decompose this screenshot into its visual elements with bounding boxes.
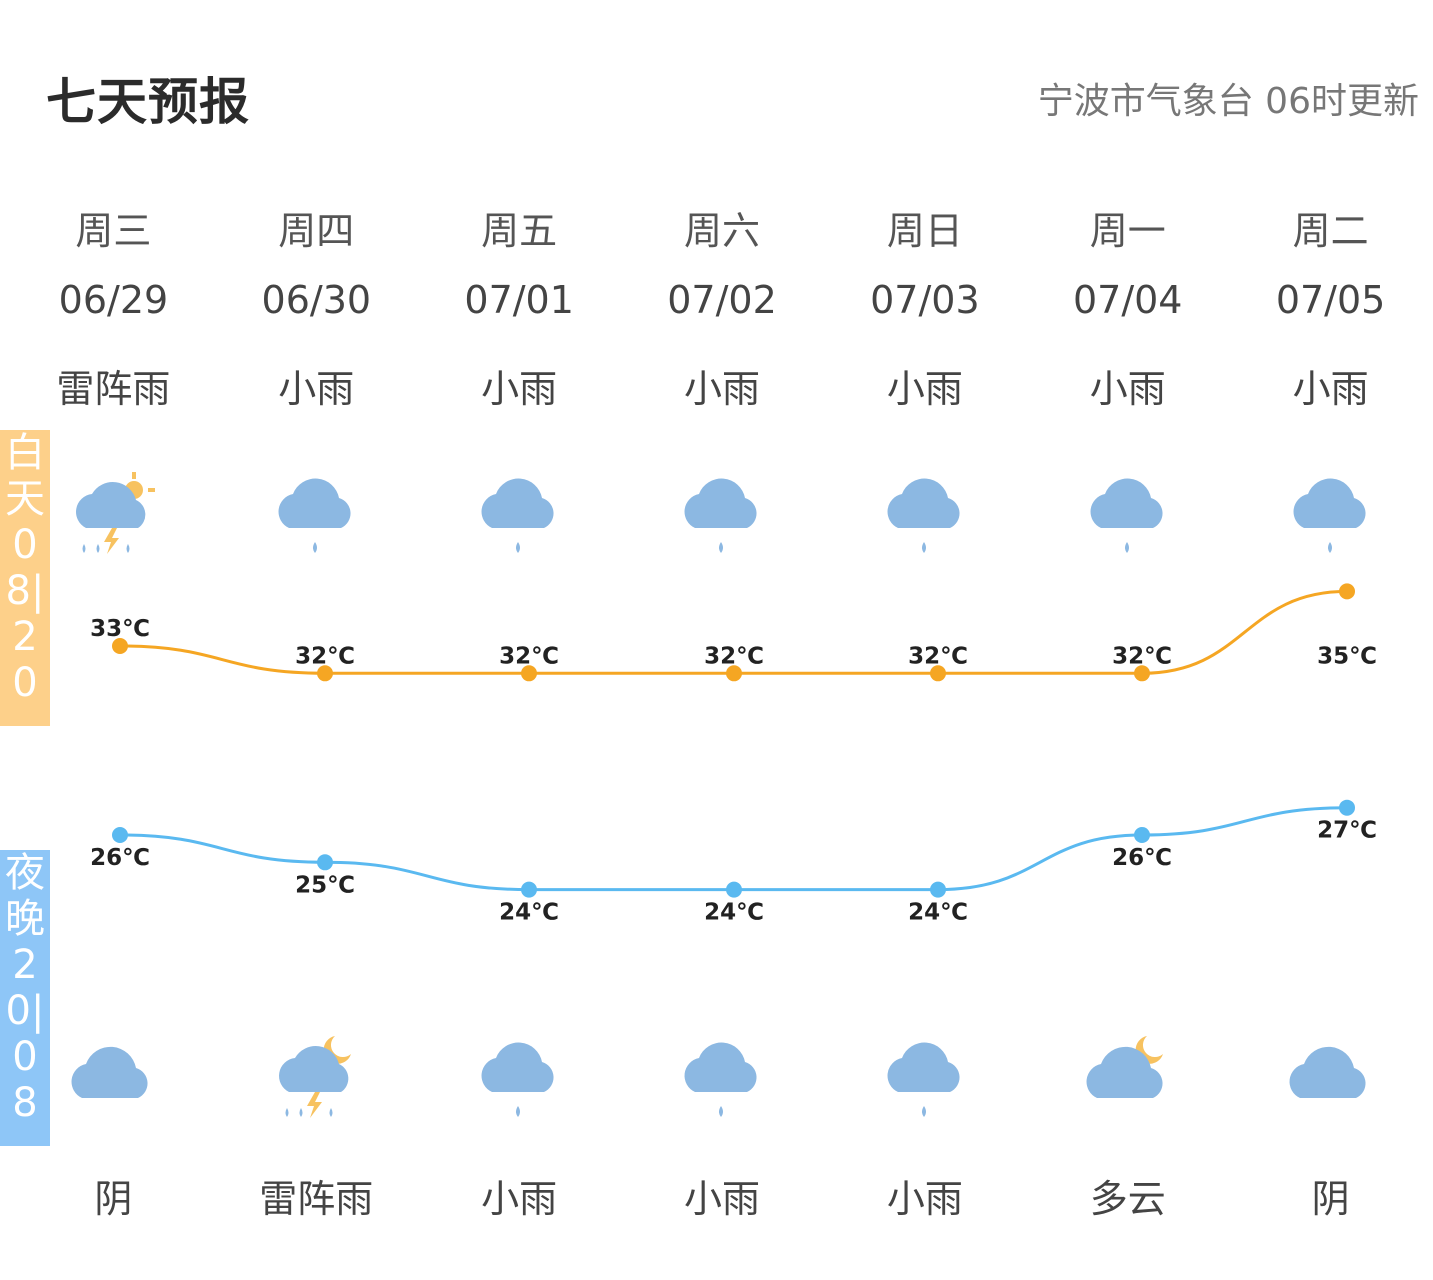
weekday-label: 周三 <box>75 209 152 253</box>
high-temp-point <box>521 665 537 682</box>
low-temp-point <box>112 827 128 843</box>
night-weather-text: 小雨 <box>886 1177 963 1221</box>
page-title: 七天预报 <box>46 73 250 131</box>
high-temp-point <box>1134 665 1150 682</box>
light-rain-icon <box>823 466 1026 566</box>
day-weather-text: 小雨 <box>886 367 963 411</box>
night-weather-text: 多云 <box>1089 1177 1166 1221</box>
day-weather-text: 小雨 <box>481 367 558 411</box>
low-temp-point <box>521 881 537 898</box>
day-weather-text: 小雨 <box>684 367 761 411</box>
date-label: 06/29 <box>58 278 169 322</box>
night-icon-row <box>12 1030 1432 1130</box>
date-label: 07/01 <box>464 278 574 322</box>
daytime-side-text: 白天08|20 <box>5 430 45 706</box>
low-temp-label: 25℃ <box>295 872 355 898</box>
high-temp-label: 32℃ <box>704 643 764 669</box>
weekday-label: 周二 <box>1292 209 1369 253</box>
low-temp-label: 24℃ <box>704 900 764 926</box>
cloudy-moon-icon <box>1026 1030 1229 1130</box>
temperature-chart: 33℃ 32℃ 32℃ 32℃ 32℃ 32℃ 35℃ 26℃ 25℃ 24℃ 24℃ 24℃ 26℃… <box>90 583 1377 926</box>
high-temp-label: 33℃ <box>90 616 150 642</box>
low-temp-point <box>1339 799 1355 816</box>
night-weather-text: 阴 <box>1311 1177 1350 1221</box>
day-weather-text: 雷阵雨 <box>56 367 171 411</box>
high-temp-label: 32℃ <box>295 643 355 669</box>
light-rain-icon <box>621 1030 824 1130</box>
day-weather-text: 小雨 <box>1089 367 1166 411</box>
night-weather-text: 小雨 <box>481 1177 558 1221</box>
light-rain-icon <box>823 1030 1026 1130</box>
light-rain-icon <box>418 1030 621 1130</box>
day-weather-row: 雷阵雨 小雨 小雨 小雨 小雨 小雨 小雨 <box>12 358 1432 413</box>
low-temp-point <box>726 881 742 898</box>
low-temp-label: 27℃ <box>1317 818 1377 844</box>
low-temp-point <box>930 881 946 898</box>
light-rain-icon <box>1229 466 1432 566</box>
day-icon-row <box>12 466 1432 566</box>
weekday-label: 周一 <box>1089 209 1166 253</box>
light-rain-icon <box>1026 466 1229 566</box>
light-rain-icon <box>418 466 621 566</box>
high-temp-label: 32℃ <box>908 643 968 669</box>
date-row: 06/29 06/30 07/01 07/02 07/03 07/04 07/0… <box>12 278 1432 322</box>
low-temp-label: 26℃ <box>90 845 150 871</box>
high-temp-point <box>317 665 333 682</box>
night-weather-row: 阴 雷阵雨 小雨 小雨 小雨 多云 阴 <box>12 1168 1432 1223</box>
thunder-shower-moon-icon <box>215 1030 418 1130</box>
date-label: 07/02 <box>667 278 777 322</box>
weekday-label: 周四 <box>278 209 355 253</box>
night-weather-text: 阴 <box>94 1177 133 1221</box>
light-rain-icon <box>621 466 824 566</box>
weekday-label: 周日 <box>886 209 963 253</box>
update-source-text: 宁波市气象台 06时更新 <box>1037 81 1419 122</box>
night-weather-text: 雷阵雨 <box>259 1177 374 1221</box>
low-temp-label: 24℃ <box>499 900 559 926</box>
thunder-shower-sun-icon <box>12 466 215 566</box>
weekday-label: 周五 <box>481 209 558 253</box>
high-temp-point <box>930 665 946 682</box>
overcast-cloud-icon <box>12 1030 215 1130</box>
high-temp-point <box>726 665 742 682</box>
light-rain-icon <box>215 466 418 566</box>
high-temp-label: 32℃ <box>1112 643 1172 669</box>
high-temp-point <box>1339 583 1355 600</box>
night-side-text: 夜晚20|08 <box>5 850 45 1126</box>
high-temp-point <box>112 638 128 654</box>
overcast-cloud-icon <box>1229 1030 1432 1130</box>
day-weather-text: 小雨 <box>278 367 355 411</box>
date-label: 06/30 <box>261 278 372 322</box>
high-temp-label: 32℃ <box>499 643 559 669</box>
date-label: 07/04 <box>1072 278 1183 322</box>
high-temp-label: 35℃ <box>1317 643 1377 669</box>
night-weather-text: 小雨 <box>684 1177 761 1221</box>
daytime-side-label: 白天08|20 <box>0 430 50 726</box>
low-temp-label: 24℃ <box>908 900 968 926</box>
date-label: 07/03 <box>870 278 980 322</box>
weekday-label: 周六 <box>684 209 761 253</box>
weekday-row: 周三 周四 周五 周六 周日 周一 周二 <box>12 200 1432 255</box>
night-side-label: 夜晚20|08 <box>0 850 50 1146</box>
date-label: 07/05 <box>1275 278 1386 322</box>
low-temp-point <box>1134 827 1150 843</box>
low-temp-point <box>317 854 333 871</box>
low-temp-label: 26℃ <box>1112 845 1172 871</box>
day-weather-text: 小雨 <box>1292 367 1369 411</box>
